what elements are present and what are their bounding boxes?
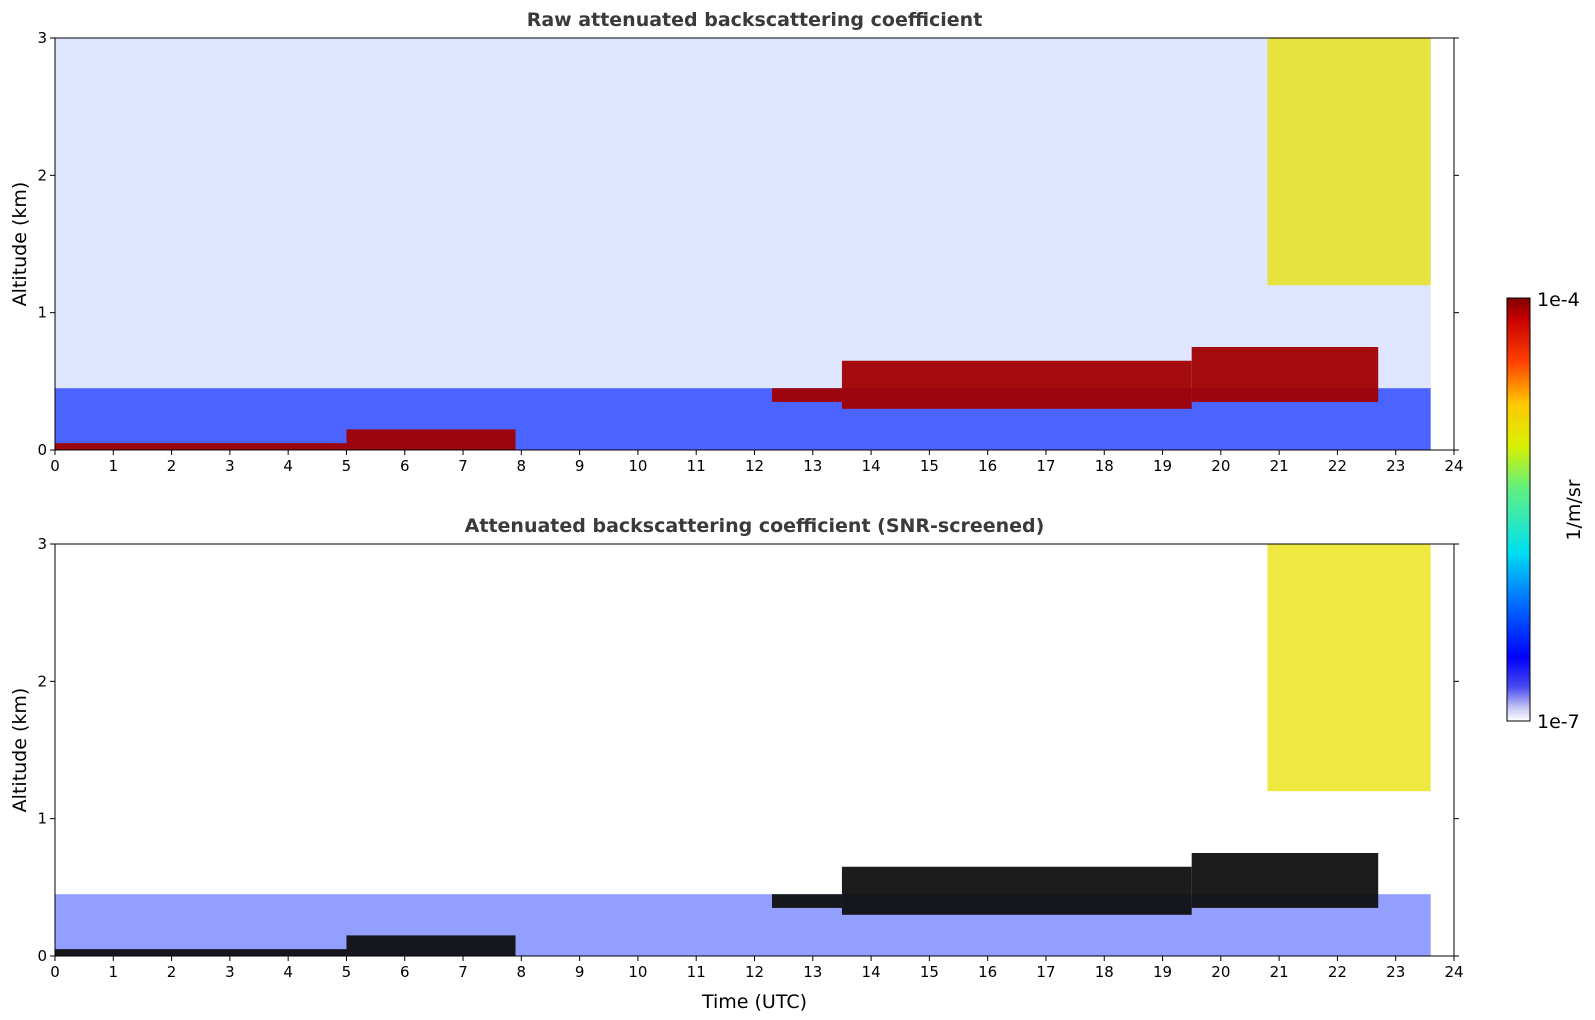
x-tick-label: 11 [687, 963, 706, 981]
x-tick-label: 18 [1095, 963, 1114, 981]
y-tick-label: 1 [37, 304, 47, 322]
cloud-layer-1 [346, 429, 516, 450]
x-tick-label: 2 [167, 457, 177, 475]
x-tick-label: 12 [745, 963, 764, 981]
x-tick-label: 21 [1270, 457, 1289, 475]
x-tick-label: 10 [628, 963, 647, 981]
x-tick-label: 13 [803, 457, 822, 475]
x-tick-label: 13 [803, 963, 822, 981]
x-tick-label: 15 [920, 457, 939, 475]
y-axis-label: Altitude (km) [9, 182, 31, 307]
x-tick-label: 17 [1036, 963, 1055, 981]
colorbar-min-label: 1e-7 [1537, 711, 1580, 733]
x-tick-label: 2 [167, 963, 177, 981]
cloud-layer-2 [771, 388, 842, 402]
cloud-layer-3 [841, 866, 1192, 915]
y-tick-label: 1 [37, 810, 47, 828]
y-tick-label: 0 [37, 947, 47, 965]
x-tick-label: 14 [862, 963, 881, 981]
x-tick-label: 22 [1328, 457, 1347, 475]
data-layer-group [55, 544, 1431, 956]
y-tick-label: 2 [37, 166, 47, 184]
x-tick-label: 14 [862, 457, 881, 475]
cloud-layer-0 [55, 949, 347, 956]
x-tick-label: 15 [920, 963, 939, 981]
upper-noise-signal [55, 38, 1431, 389]
cloud-layer-5 [1267, 38, 1431, 286]
cloud-layer-4 [1191, 853, 1379, 908]
x-tick-label: 0 [50, 963, 60, 981]
x-tick-label: 5 [342, 457, 352, 475]
x-tick-label: 19 [1153, 457, 1172, 475]
panel-title: Attenuated backscattering coefficient (S… [465, 515, 1045, 537]
snr-screened-panel: Attenuated backscattering coefficient (S… [9, 515, 1464, 1013]
x-tick-label: 18 [1095, 457, 1114, 475]
colorbar-label: 1/m/sr [1563, 479, 1585, 540]
x-axis-label: Time (UTC) [701, 991, 807, 1013]
cloud-layer-1 [346, 935, 516, 956]
x-tick-label: 23 [1386, 963, 1405, 981]
x-tick-label: 3 [225, 457, 235, 475]
x-tick-label: 21 [1270, 963, 1289, 981]
x-tick-label: 24 [1444, 963, 1463, 981]
x-tick-label: 9 [575, 457, 585, 475]
y-tick-label: 3 [37, 535, 47, 553]
cloud-layer-3 [841, 360, 1192, 409]
raw-backscatter-panel: Raw attenuated backscattering coefficien… [9, 9, 1464, 475]
x-tick-label: 23 [1386, 457, 1405, 475]
y-tick-label: 0 [37, 441, 47, 459]
x-tick-label: 5 [342, 963, 352, 981]
y-tick-label: 2 [37, 672, 47, 690]
cloud-layer-2 [771, 894, 842, 908]
cloud-layer-0 [55, 443, 347, 450]
x-tick-label: 19 [1153, 963, 1172, 981]
x-tick-label: 11 [687, 457, 706, 475]
x-tick-label: 20 [1211, 457, 1230, 475]
x-tick-label: 22 [1328, 963, 1347, 981]
x-tick-label: 10 [628, 457, 647, 475]
x-tick-label: 7 [458, 457, 468, 475]
x-tick-label: 7 [458, 963, 468, 981]
x-tick-label: 8 [517, 963, 527, 981]
colorbar-max-label: 1e-4 [1537, 289, 1580, 311]
data-layer-group [55, 38, 1431, 450]
x-tick-label: 3 [225, 963, 235, 981]
cloud-layer-4 [1191, 347, 1379, 402]
cloud-layer-5 [1267, 544, 1431, 792]
x-tick-label: 1 [109, 963, 119, 981]
x-tick-label: 17 [1036, 457, 1055, 475]
x-tick-label: 16 [978, 457, 997, 475]
x-tick-label: 8 [517, 457, 527, 475]
x-tick-label: 6 [400, 457, 410, 475]
colorbar: 1e-4 1e-7 1/m/sr [1506, 289, 1585, 733]
y-axis-label: Altitude (km) [9, 688, 31, 813]
x-tick-label: 24 [1444, 457, 1463, 475]
x-tick-label: 0 [50, 457, 60, 475]
x-tick-label: 12 [745, 457, 764, 475]
panel-title: Raw attenuated backscattering coefficien… [527, 9, 983, 31]
x-tick-label: 16 [978, 963, 997, 981]
colorbar-gradient [1506, 297, 1531, 722]
x-tick-label: 1 [109, 457, 119, 475]
x-tick-label: 4 [283, 963, 293, 981]
x-tick-label: 20 [1211, 963, 1230, 981]
y-tick-label: 3 [37, 29, 47, 47]
x-tick-label: 9 [575, 963, 585, 981]
x-tick-label: 6 [400, 963, 410, 981]
x-tick-label: 4 [283, 457, 293, 475]
